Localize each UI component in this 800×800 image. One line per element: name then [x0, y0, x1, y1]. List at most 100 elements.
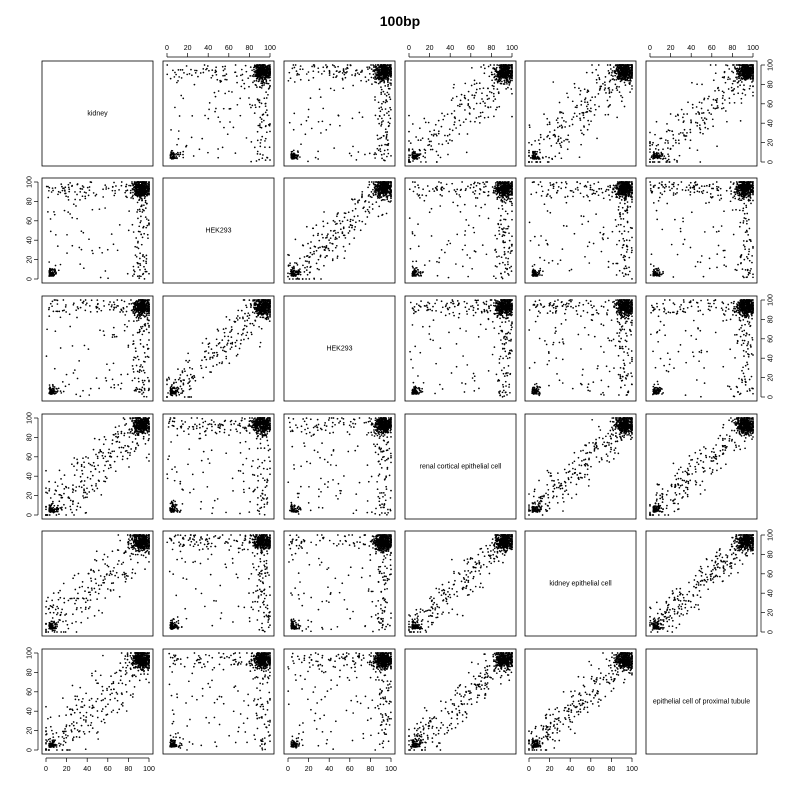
data-point: [59, 263, 62, 266]
data-point: [133, 181, 136, 183]
data-point: [91, 208, 94, 211]
data-point: [458, 119, 461, 122]
data-point: [388, 181, 390, 183]
data-point: [661, 158, 664, 160]
data-point: [251, 75, 254, 77]
data-point: [59, 191, 62, 194]
data-point: [491, 73, 494, 76]
data-point: [568, 141, 570, 143]
data-point: [495, 108, 497, 111]
panel-r1-c2: [283, 177, 396, 284]
data-point: [72, 203, 75, 206]
data-point: [500, 82, 503, 85]
data-point: [64, 186, 67, 189]
data-point: [308, 271, 311, 274]
data-point: [482, 87, 485, 90]
data-point: [379, 150, 382, 153]
data-point: [321, 233, 323, 236]
data-point: [748, 87, 751, 90]
data-point: [453, 110, 456, 112]
data-point: [486, 94, 488, 97]
data-point: [740, 97, 743, 100]
data-point: [185, 145, 187, 148]
data-point: [654, 155, 657, 157]
data-point: [683, 135, 686, 137]
data-point: [598, 89, 601, 91]
data-point: [612, 75, 614, 77]
data-point: [258, 74, 260, 76]
data-point: [264, 68, 266, 71]
data-point: [733, 88, 736, 90]
data-point: [374, 78, 376, 80]
data-point: [667, 153, 669, 156]
data-point: [528, 126, 531, 129]
data-point: [744, 94, 747, 96]
data-point: [387, 83, 390, 86]
data-point: [481, 92, 483, 95]
data-point: [253, 75, 255, 78]
data-point: [308, 262, 310, 264]
data-point: [355, 221, 357, 224]
data-point: [147, 189, 150, 192]
data-point: [383, 73, 386, 75]
data-point: [135, 183, 137, 185]
data-point: [585, 105, 588, 108]
data-point: [656, 154, 658, 157]
data-point: [738, 64, 740, 66]
data-point: [322, 107, 325, 110]
data-point: [598, 78, 601, 81]
data-point: [138, 275, 141, 277]
data-point: [254, 83, 257, 86]
data-point: [584, 101, 586, 103]
data-point: [383, 153, 385, 155]
data-point: [621, 67, 624, 70]
data-point: [186, 73, 189, 76]
data-point: [539, 133, 542, 136]
data-point: [148, 188, 150, 190]
data-point: [383, 114, 386, 116]
data-point: [528, 155, 530, 157]
data-point: [224, 92, 227, 95]
data-point: [114, 189, 116, 192]
data-point: [562, 112, 565, 115]
data-point: [101, 251, 104, 254]
data-point: [140, 233, 143, 236]
data-point: [76, 217, 78, 220]
data-point: [137, 182, 139, 184]
data-point: [408, 130, 410, 133]
data-point: [259, 116, 262, 119]
data-point: [611, 70, 614, 72]
data-point: [337, 114, 340, 117]
data-point: [253, 64, 256, 67]
data-point: [376, 197, 379, 199]
data-point: [255, 66, 258, 69]
data-point: [721, 76, 724, 79]
data-point: [84, 195, 87, 198]
data-point: [736, 70, 738, 72]
data-point: [667, 158, 670, 161]
data-point: [310, 241, 312, 243]
data-point: [374, 65, 377, 68]
data-point: [317, 247, 320, 249]
data-point: [309, 247, 312, 249]
data-point: [441, 112, 443, 115]
data-point: [549, 131, 551, 133]
data-point: [291, 272, 293, 275]
data-point: [558, 125, 561, 128]
data-point: [434, 123, 437, 126]
data-point: [384, 128, 387, 131]
data-point: [334, 221, 336, 223]
data-point: [234, 64, 237, 66]
data-point: [475, 88, 478, 91]
data-point: [79, 187, 82, 190]
data-point: [143, 191, 146, 194]
data-point: [305, 269, 308, 271]
data-point: [292, 128, 295, 131]
data-point: [667, 155, 670, 158]
data-point: [503, 79, 506, 82]
data-point: [361, 195, 363, 197]
data-point: [328, 249, 331, 252]
data-point: [131, 223, 134, 226]
data-point: [501, 277, 504, 280]
data-point: [579, 93, 581, 96]
